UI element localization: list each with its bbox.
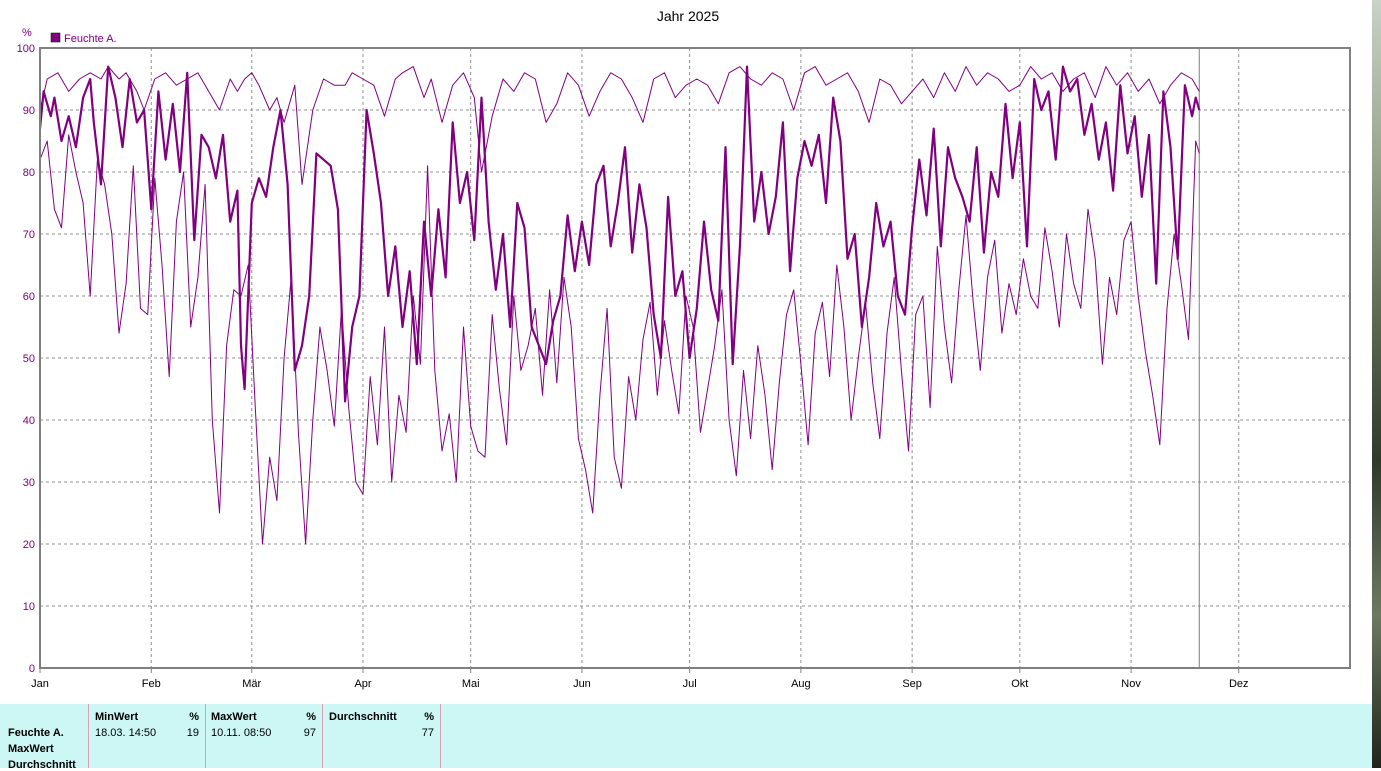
- x-tick-label: Jul: [683, 678, 697, 690]
- x-tick-label: Dez: [1229, 678, 1249, 690]
- x-tick-label: Okt: [1011, 678, 1028, 690]
- row-label-series: Feuchte A.: [8, 727, 64, 739]
- min-header: MinWert: [95, 711, 139, 723]
- x-tick-label: Jun: [573, 678, 591, 690]
- desktop-edge-strip: [1372, 0, 1381, 768]
- max-column: MaxWert % 10.11. 08:50 97: [205, 704, 323, 768]
- x-tick-label: Nov: [1121, 678, 1141, 690]
- humidity-chart: Jahr 2025 % Feuchte A. 0 10 20 30 40 50 60 70 80…: [17, 8, 1351, 690]
- y-tick-label: 90: [23, 105, 35, 117]
- chart-title: Jahr 2025: [657, 8, 719, 24]
- avg-unit: %: [424, 711, 434, 723]
- x-tick-label: Sep: [902, 678, 922, 690]
- y-tick-label: 10: [23, 601, 35, 613]
- x-tick-label: Feb: [142, 678, 161, 690]
- y-tick-label: 40: [23, 415, 35, 427]
- avg-header: Durchschnitt: [329, 711, 397, 723]
- row-label-max: MaxWert: [8, 743, 54, 755]
- min-value: 19: [186, 727, 199, 739]
- legend-swatch: [50, 32, 61, 43]
- row-label-avg: Durchschnitt: [8, 759, 76, 771]
- max-unit: %: [306, 711, 316, 723]
- y-tick-label: 70: [23, 229, 35, 241]
- avg-column: Durchschnitt % 77: [323, 704, 441, 768]
- y-tick-label: 100: [17, 43, 35, 55]
- x-tick-label: Jan: [31, 678, 49, 690]
- y-tick-label: 20: [23, 539, 35, 551]
- series-line-max: [39, 66, 1200, 185]
- min-unit: %: [189, 711, 199, 723]
- max-date: 10.11. 08:50: [211, 727, 272, 739]
- y-tick-label: 30: [23, 477, 35, 489]
- series-line-min: [39, 134, 1200, 545]
- max-value: 97: [303, 727, 316, 739]
- x-tick-label: Mär: [242, 678, 261, 690]
- y-tick-label: 50: [23, 353, 35, 365]
- min-column: MinWert % 18.03. 14:50 19: [88, 704, 206, 768]
- x-tick-label: Mai: [462, 678, 480, 690]
- y-tick-label: 0: [29, 663, 35, 675]
- y-tick-label: 80: [23, 167, 35, 179]
- min-date: 18.03. 14:50: [95, 727, 157, 739]
- series-line-mean: [38, 65, 1201, 403]
- stats-panel: Feuchte A. MaxWert Durchschnitt MinWert …: [0, 704, 1372, 771]
- x-tick-label: Apr: [354, 678, 371, 690]
- max-header: MaxWert: [211, 711, 257, 723]
- x-tick-label: Aug: [791, 678, 811, 690]
- avg-value: 77: [421, 727, 434, 739]
- y-axis-unit: %: [22, 27, 32, 39]
- y-tick-label: 60: [23, 291, 35, 303]
- plot-frame: [39, 47, 1351, 669]
- legend-label: Feuchte A.: [64, 33, 117, 45]
